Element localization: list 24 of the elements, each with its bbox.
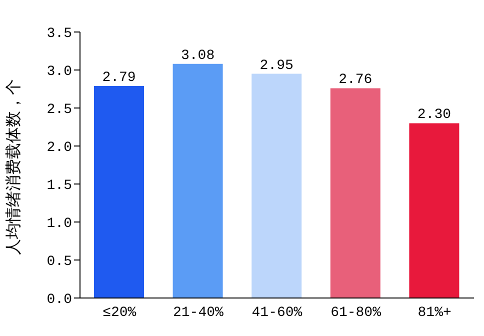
x-tick-label: 81%+ xyxy=(418,304,452,321)
y-tick-label: 0.0 xyxy=(46,292,72,308)
bar xyxy=(252,74,302,298)
data-label: 2.30 xyxy=(417,107,452,124)
y-tick-label: 3.0 xyxy=(46,64,72,80)
y-axis-title: 人均情绪消费载体数，个 xyxy=(4,79,23,255)
data-label: 2.95 xyxy=(260,58,294,74)
bar xyxy=(330,88,380,298)
y-tick-label: 2.5 xyxy=(46,102,72,118)
x-tick-label: 41-60% xyxy=(252,304,303,321)
x-tick-label: 61-80% xyxy=(330,304,382,321)
bar xyxy=(409,123,460,298)
data-label: 2.76 xyxy=(338,72,372,88)
bar xyxy=(172,64,223,298)
x-tick-label: ≤20% xyxy=(102,304,137,321)
bar xyxy=(94,86,144,298)
data-label: 2.79 xyxy=(102,70,136,86)
y-tick-label: 3.5 xyxy=(46,26,72,42)
y-tick-label: 0.5 xyxy=(46,254,72,270)
y-tick-label: 1.0 xyxy=(46,216,72,232)
x-tick-label: 21-40% xyxy=(172,304,224,321)
data-label: 3.08 xyxy=(180,48,215,64)
y-tick-label: 2.0 xyxy=(46,140,72,156)
y-tick-label: 1.5 xyxy=(46,178,72,194)
